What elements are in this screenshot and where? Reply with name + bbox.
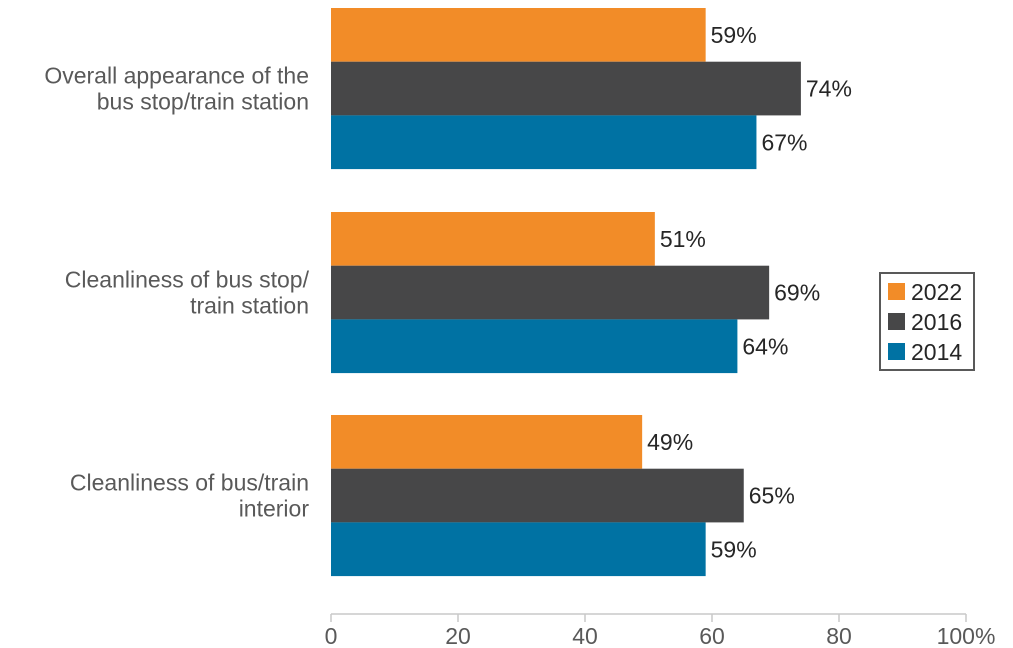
x-tick-label: 80 [826, 623, 852, 648]
category-label-1: Overall appearance of the bus stop/train … [44, 63, 309, 115]
bar-2022-1 [331, 8, 706, 62]
category-labels: Overall appearance of the bus stop/train … [44, 63, 309, 522]
legend-swatch-2022 [888, 283, 905, 300]
bar-2014-3 [331, 522, 706, 577]
data-label-2016-2: 69% [774, 280, 820, 306]
bars-group: 59% 74% 67% 51% 69% 64% 49% 65% 59% [331, 8, 852, 577]
x-tick-label: 60 [699, 623, 725, 648]
category-label-3: Cleanliness of bus/train interior [70, 470, 309, 522]
bar-2022-3 [331, 415, 643, 469]
data-label-2022-3: 49% [647, 429, 693, 455]
legend-label-2016: 2016 [911, 309, 962, 335]
legend-swatch-2016 [888, 313, 905, 330]
x-tick-label: 40 [572, 623, 598, 648]
data-label-2022-1: 59% [711, 22, 757, 48]
category-label-2: Cleanliness of bus stop/train station [65, 267, 310, 319]
bar-2022-2 [331, 212, 655, 266]
bar-2016-3 [331, 468, 744, 523]
legend: 2022 2016 2014 [879, 272, 975, 371]
data-label-2014-2: 64% [742, 333, 788, 359]
bar-2016-2 [331, 265, 770, 320]
data-label-2016-3: 65% [749, 483, 795, 509]
data-label-2016-1: 74% [806, 76, 852, 102]
legend-label-2022: 2022 [911, 279, 962, 305]
data-label-2014-1: 67% [761, 129, 807, 155]
data-label-2022-2: 51% [660, 226, 706, 252]
data-label-2014-3: 59% [711, 536, 757, 562]
legend-label-2014: 2014 [911, 339, 962, 365]
x-tick-label: 0 [325, 623, 338, 648]
bar-2016-1 [331, 61, 801, 116]
x-axis: 0 20 40 60 80 100% [325, 613, 996, 648]
x-tick-label: 100% [937, 623, 996, 648]
bar-2014-1 [331, 115, 757, 170]
legend-swatch-2014 [888, 343, 905, 360]
x-tick-label: 20 [445, 623, 471, 648]
bar-2014-2 [331, 319, 738, 374]
